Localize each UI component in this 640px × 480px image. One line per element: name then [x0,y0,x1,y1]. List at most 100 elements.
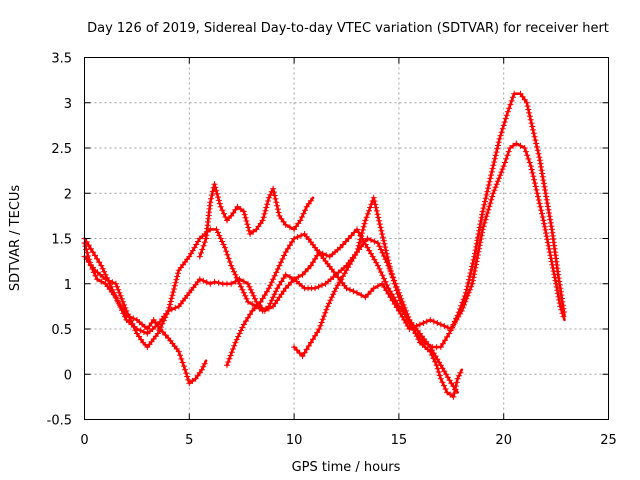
data-point-marker [108,283,114,290]
data-point-marker [452,383,459,389]
data-point-marker [237,206,244,213]
data-point-marker [489,165,496,172]
data-point-marker [360,223,367,230]
data-point-marker [211,181,218,188]
data-point-marker [301,349,308,356]
data-point-marker [376,221,383,228]
data-point-marker [430,318,437,325]
data-point-marker [150,316,157,323]
data-point-marker [541,220,548,227]
data-point-marker [540,217,547,224]
data-point-marker [246,227,253,234]
data-point-marker [234,203,241,210]
data-point-marker [437,344,444,351]
data-point-marker [270,294,277,301]
data-point-marker [494,145,501,152]
data-point-marker [274,206,281,213]
data-point-marker [112,280,119,287]
data-point-marker [265,285,272,292]
data-point-marker [368,237,374,243]
data-point-marker [319,282,325,289]
data-point-marker [377,224,384,231]
data-point-marker [505,148,512,155]
data-point-marker [488,172,495,179]
data-point-marker [486,178,493,185]
data-point-marker [488,168,495,175]
data-point-marker [530,126,536,133]
series-track-f [291,90,567,360]
data-point-marker [245,298,251,305]
data-point-marker [503,112,510,119]
data-point-marker [262,305,269,312]
data-point-marker [226,355,233,362]
data-point-marker [446,330,453,337]
data-point-marker [194,372,201,379]
data-point-marker [536,154,543,161]
data-point-marker [228,349,235,356]
data-point-marker [504,108,511,115]
data-point-marker [170,289,177,296]
data-point-marker [376,243,383,250]
data-point-marker [528,120,535,127]
data-point-marker [247,286,254,293]
data-point-marker [548,223,555,230]
data-point-marker [544,239,551,246]
data-point-marker [136,333,142,340]
data-point-marker [358,292,365,299]
data-point-marker [517,142,524,149]
data-point-marker [494,178,501,185]
data-point-marker [259,307,266,314]
data-point-marker [441,323,448,329]
data-point-marker [483,191,490,198]
data-point-marker [224,217,230,224]
data-point-marker [200,363,207,370]
data-point-marker [472,264,479,271]
data-point-marker [285,282,292,289]
data-point-marker [361,220,368,227]
data-point-marker [476,227,483,234]
data-point-marker [354,226,360,233]
data-point-marker [282,221,289,228]
data-point-marker [216,200,223,207]
data-point-marker [463,286,470,293]
data-point-marker [450,393,457,400]
data-point-marker [115,286,122,293]
data-point-marker [215,279,222,286]
data-point-marker [200,277,207,284]
y-tick-label: 0 [64,368,72,383]
data-point-marker [177,352,184,359]
data-point-marker [428,352,435,358]
data-point-marker [387,294,394,301]
data-point-marker [106,277,112,284]
data-point-marker [224,251,231,258]
data-point-marker [389,297,396,304]
data-point-marker [175,348,182,355]
data-point-marker [186,380,193,387]
data-point-marker [432,358,439,365]
data-point-marker [249,301,256,308]
data-point-marker [546,213,553,220]
data-point-marker [312,285,319,292]
data-point-marker [307,197,314,204]
data-point-marker [235,277,242,284]
data-point-marker [270,189,277,196]
data-point-marker [522,148,529,155]
data-point-marker [501,119,508,125]
data-point-marker [495,139,502,146]
data-point-marker [366,207,372,214]
data-point-marker [543,230,549,237]
y-tick-label: 3 [64,97,72,112]
data-point-marker [271,291,278,298]
data-point-marker [531,176,538,183]
data-point-marker [159,329,166,335]
data-point-marker [201,360,208,367]
data-point-marker [356,239,363,246]
data-point-marker [179,359,186,366]
data-point-marker [219,207,226,214]
x-axis-label: GPS time / hours [292,460,401,475]
data-point-marker [249,289,256,296]
data-point-marker [471,253,478,260]
data-point-marker [238,327,244,334]
data-point-marker [85,253,92,259]
x-tick-label: 20 [495,433,512,448]
